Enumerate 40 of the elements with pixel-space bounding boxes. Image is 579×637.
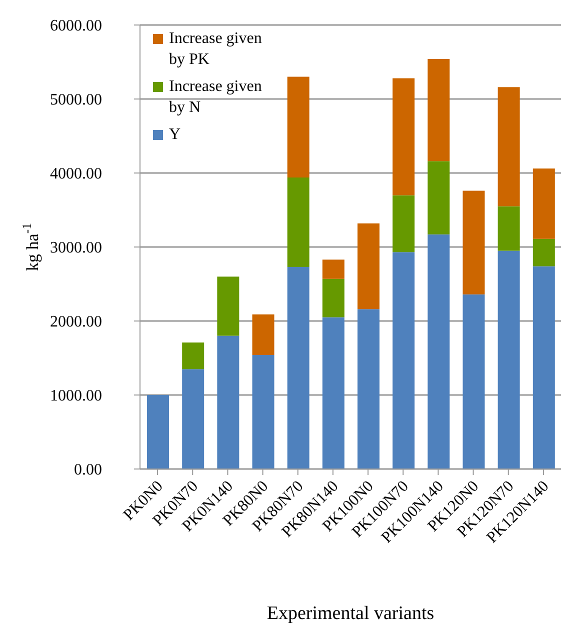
y-tick-label: 4000.00: [50, 166, 102, 183]
bar: [147, 395, 169, 469]
y-tick-label: 5000.00: [50, 92, 102, 109]
bar: [287, 266, 310, 469]
bar: [428, 161, 450, 234]
legend-label: Y: [169, 125, 181, 145]
bar: [462, 294, 485, 469]
bar: [498, 87, 520, 206]
bar: [358, 309, 380, 469]
y-tick-label: 6000.00: [50, 18, 102, 35]
bar: [532, 168, 555, 239]
bar: [462, 190, 485, 294]
bar: [498, 250, 520, 469]
bar: [252, 314, 274, 356]
y-tick-label: 1000.00: [50, 388, 102, 405]
bar: [498, 206, 520, 251]
bar: [217, 336, 240, 469]
y-tick-label: 3000.00: [50, 240, 102, 257]
bar: [322, 278, 344, 318]
bar: [252, 355, 274, 469]
bar: [392, 195, 415, 252]
legend-label: Increase given by N: [169, 77, 263, 118]
x-axis-title: Experimental variants: [266, 603, 434, 624]
bar: [287, 177, 310, 267]
y-tick-label: 2000.00: [50, 314, 102, 331]
bar: [532, 266, 555, 469]
legend-label: Increase given by PK: [169, 29, 263, 70]
bar: [217, 276, 240, 336]
bar: [392, 78, 415, 196]
bar: [182, 369, 204, 469]
bar: [358, 223, 380, 310]
bar: [322, 317, 344, 469]
bar: [532, 238, 555, 266]
y-tick-label: 0.00: [74, 462, 102, 479]
bar: [428, 234, 450, 469]
bar: [182, 342, 204, 370]
bar: [392, 252, 415, 469]
bar: [428, 59, 450, 162]
bar: [287, 76, 310, 178]
bar: [322, 260, 344, 279]
